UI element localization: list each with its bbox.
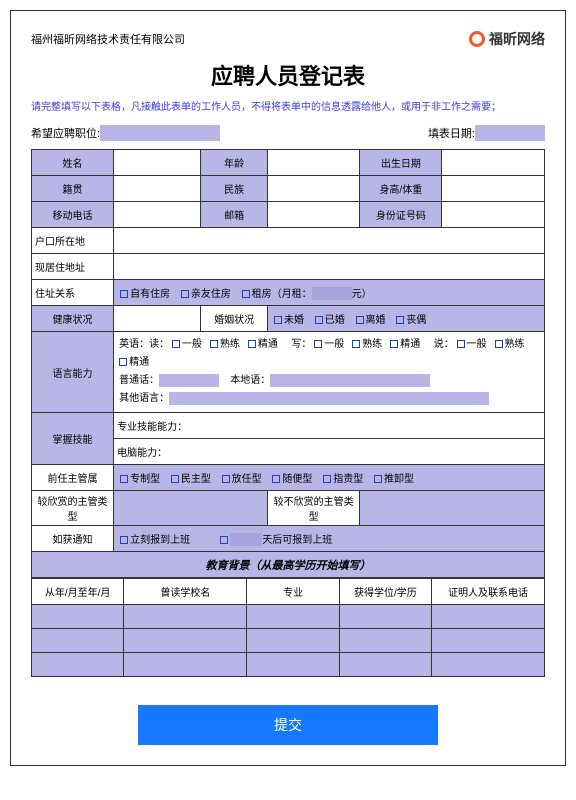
table-row[interactable] xyxy=(32,653,124,677)
edu-section-head: 教育背景（从最高学历开始填写） xyxy=(32,552,545,578)
lbl-likemgr: 较欣赏的主管类型 xyxy=(32,491,114,526)
lbl-age: 年龄 xyxy=(201,150,268,176)
page-title: 应聘人员登记表 xyxy=(31,59,545,91)
edu-col5: 证明人及联系电话 xyxy=(432,579,545,605)
val-hukou[interactable] xyxy=(114,228,545,254)
notify-options[interactable]: 立刻报到上班 天后可报到上班 xyxy=(114,526,545,552)
housing-options[interactable]: 自有住房 亲友住房 租房（月租：元） xyxy=(114,280,545,306)
edu-table: 从年/月至年/月 曾读学校名 专业 获得学位/学历 证明人及联系电话 xyxy=(31,578,545,677)
main-form-table: 姓名 年龄 出生日期 籍贯 民族 身高/体重 移动电话 邮箱 身份证号码 户口所… xyxy=(31,149,545,578)
val-dislikemgr[interactable] xyxy=(360,491,545,526)
position-label: 希望应聘职位: xyxy=(31,125,100,141)
edu-col4: 获得学位/学历 xyxy=(339,579,431,605)
submit-button[interactable]: 提交 xyxy=(138,705,438,745)
val-addr[interactable] xyxy=(114,254,545,280)
val-health[interactable] xyxy=(114,306,201,332)
val-nation[interactable] xyxy=(267,176,359,202)
lbl-id: 身份证号码 xyxy=(360,202,442,228)
table-row[interactable] xyxy=(32,629,124,653)
logo-icon xyxy=(469,31,485,47)
val-native[interactable] xyxy=(114,176,201,202)
lbl-notify: 如获通知 xyxy=(32,526,114,552)
notice-text: 请完整填写以下表格，凡接触此表单的工作人员，不得将表单中的信息透露给他人，或用于… xyxy=(31,101,545,115)
lang-options[interactable]: 英语：读： 一般熟练精通 写： 一般熟练精通 说： 一般熟练精通 普通话： 本地… xyxy=(114,332,545,413)
lbl-housing: 住址关系 xyxy=(32,280,114,306)
val-email[interactable] xyxy=(267,202,359,228)
brand-text: 福昕网络 xyxy=(489,29,545,49)
lbl-skills: 掌握技能 xyxy=(32,413,114,465)
pro-skill[interactable]: 专业技能能力： xyxy=(114,413,545,439)
pc-skill[interactable]: 电脑能力： xyxy=(114,439,545,465)
lbl-marital: 婚姻状况 xyxy=(201,306,268,332)
val-likemgr[interactable] xyxy=(114,491,268,526)
brand-logo: 福昕网络 xyxy=(469,29,545,49)
lbl-mobile: 移动电话 xyxy=(32,202,114,228)
lbl-name: 姓名 xyxy=(32,150,114,176)
lbl-health: 健康状况 xyxy=(32,306,114,332)
val-name[interactable] xyxy=(114,150,201,176)
edu-col2: 曾读学校名 xyxy=(124,579,247,605)
lbl-nation: 民族 xyxy=(201,176,268,202)
lbl-email: 邮箱 xyxy=(201,202,268,228)
lbl-lang: 语言能力 xyxy=(32,332,114,413)
mgr-type-options[interactable]: 专制型 民主型 放任型 随便型 指责型 推卸型 xyxy=(114,465,545,491)
lbl-hw: 身高/体重 xyxy=(360,176,442,202)
lbl-native: 籍贯 xyxy=(32,176,114,202)
edu-col3: 专业 xyxy=(247,579,339,605)
position-input[interactable] xyxy=(100,125,220,141)
table-row[interactable] xyxy=(32,605,124,629)
company-name: 福州福昕网络技术责任有限公司 xyxy=(31,31,185,47)
val-birth[interactable] xyxy=(442,150,545,176)
lbl-hukou: 户口所在地 xyxy=(32,228,114,254)
lbl-birth: 出生日期 xyxy=(360,150,442,176)
val-mobile[interactable] xyxy=(114,202,201,228)
marital-options[interactable]: 未婚 已婚 离婚 丧偶 xyxy=(267,306,544,332)
edu-col1: 从年/月至年/月 xyxy=(32,579,124,605)
lbl-addr: 现居住地址 xyxy=(32,254,114,280)
val-id[interactable] xyxy=(442,202,545,228)
date-input[interactable] xyxy=(475,125,545,141)
lbl-dislikemgr: 较不欣赏的主管类型 xyxy=(267,491,359,526)
val-hw[interactable] xyxy=(442,176,545,202)
val-age[interactable] xyxy=(267,150,359,176)
lbl-prevmgr: 前任主管属 xyxy=(32,465,114,491)
date-label: 填表日期: xyxy=(428,125,475,141)
